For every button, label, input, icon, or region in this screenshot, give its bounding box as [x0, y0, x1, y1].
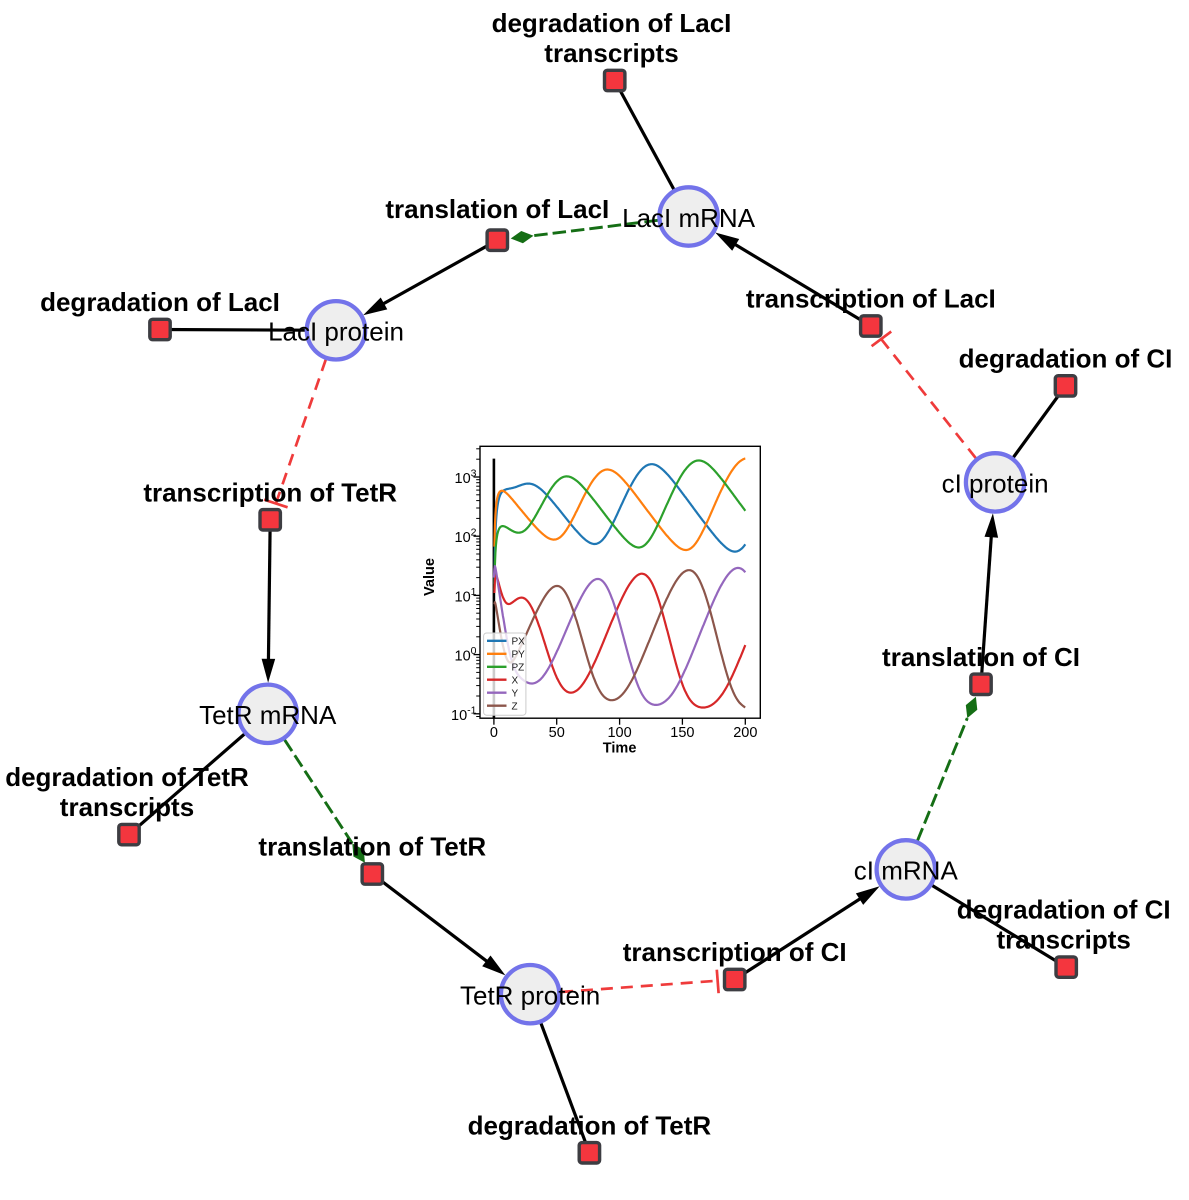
svg-text:transcripts: transcripts — [997, 925, 1131, 955]
svg-text:translation of TetR: translation of TetR — [258, 832, 486, 862]
svg-text:degradation of TetR: degradation of TetR — [5, 762, 249, 792]
svg-text:degradation of LacI: degradation of LacI — [40, 287, 280, 317]
svg-text:degradation of CI: degradation of CI — [959, 343, 1173, 373]
svg-text:LacI protein: LacI protein — [268, 317, 404, 347]
svg-text:LacI mRNA: LacI mRNA — [622, 203, 756, 233]
svg-text:transcripts: transcripts — [544, 38, 678, 68]
svg-text:degradation of TetR: degradation of TetR — [468, 1110, 712, 1140]
svg-text:100: 100 — [607, 725, 631, 741]
svg-text:PZ: PZ — [512, 662, 525, 673]
svg-text:TetR mRNA: TetR mRNA — [199, 700, 337, 730]
svg-text:50: 50 — [549, 725, 565, 741]
svg-text:Time: Time — [603, 741, 637, 757]
svg-text:Z: Z — [512, 701, 518, 712]
svg-text:transcription of CI: transcription of CI — [623, 937, 847, 967]
svg-text:cI mRNA: cI mRNA — [854, 856, 959, 886]
svg-text:Value: Value — [422, 558, 438, 596]
svg-text:PY: PY — [512, 649, 526, 660]
svg-text:200: 200 — [733, 725, 757, 741]
svg-text:PX: PX — [512, 636, 526, 647]
svg-text:TetR protein: TetR protein — [460, 981, 600, 1011]
svg-text:transcripts: transcripts — [60, 792, 194, 822]
svg-text:150: 150 — [670, 725, 694, 741]
svg-text:degradation of CI: degradation of CI — [957, 895, 1171, 925]
svg-text:cI protein: cI protein — [942, 469, 1049, 499]
svg-text:translation of CI: translation of CI — [882, 642, 1080, 672]
svg-text:degradation of LacI: degradation of LacI — [492, 8, 732, 38]
svg-text:0: 0 — [490, 725, 498, 741]
svg-text:Y: Y — [512, 688, 519, 699]
svg-text:transcription of TetR: transcription of TetR — [143, 477, 397, 507]
svg-text:X: X — [512, 675, 519, 686]
svg-text:transcription of LacI: transcription of LacI — [746, 284, 996, 314]
svg-text:translation of LacI: translation of LacI — [385, 194, 609, 224]
